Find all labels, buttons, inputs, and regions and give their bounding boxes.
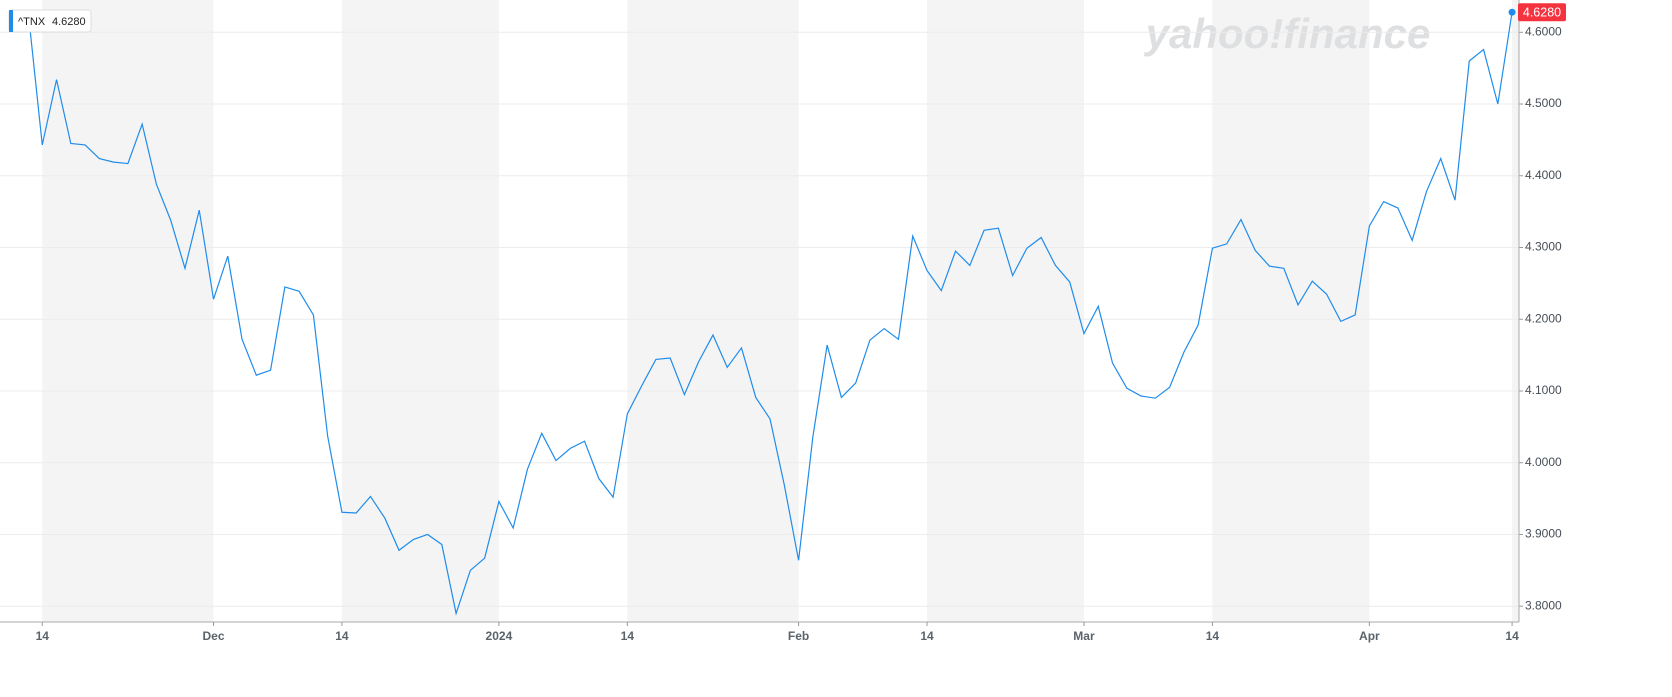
y-tick-label: 3.9000 xyxy=(1525,527,1562,541)
watermark: yahoo!finance xyxy=(1144,10,1431,57)
month-band xyxy=(1512,0,1519,622)
tooltip-value: 4.6280 xyxy=(52,16,86,28)
y-tick-label: 4.6000 xyxy=(1525,24,1562,38)
month-band xyxy=(1212,0,1370,622)
y-tick-label: 4.1000 xyxy=(1525,383,1562,397)
y-tick-label: 4.3000 xyxy=(1525,240,1562,254)
price-badge xyxy=(1518,3,1566,22)
month-band xyxy=(42,0,214,622)
x-tick-label: 2024 xyxy=(486,629,513,643)
price-line xyxy=(27,9,1513,616)
y-tick-label: 4.4000 xyxy=(1525,168,1562,182)
y-tick-label: 4.5000 xyxy=(1525,96,1562,110)
x-tick-label: 14 xyxy=(36,629,50,643)
last-point xyxy=(1508,8,1516,16)
x-tick-label: 14 xyxy=(920,629,934,643)
x-tick-label: 14 xyxy=(1206,629,1220,643)
y-tick-label: 3.8000 xyxy=(1525,598,1562,612)
y-tick-label: 4.2000 xyxy=(1525,311,1562,325)
tooltip-swatch xyxy=(9,10,13,32)
x-tick-label: 14 xyxy=(621,629,635,643)
x-tick-label: Apr xyxy=(1359,629,1380,643)
x-tick-label: Feb xyxy=(788,629,809,643)
x-tick-label: 14 xyxy=(1505,629,1519,643)
month-bands xyxy=(42,0,1519,622)
legend-tooltip: ^TNX 4.6280 xyxy=(8,9,92,33)
month-band xyxy=(927,0,1084,622)
x-tick-label: Mar xyxy=(1073,629,1095,643)
month-band xyxy=(627,0,799,622)
month-band xyxy=(341,0,499,622)
x-tick-label: Dec xyxy=(203,629,225,643)
tooltip-symbol: ^TNX xyxy=(18,16,46,28)
price-badge-label: 4.6280 xyxy=(1523,5,1561,19)
x-tick-label: 14 xyxy=(335,629,349,643)
y-tick-label: 4.0000 xyxy=(1525,455,1562,469)
